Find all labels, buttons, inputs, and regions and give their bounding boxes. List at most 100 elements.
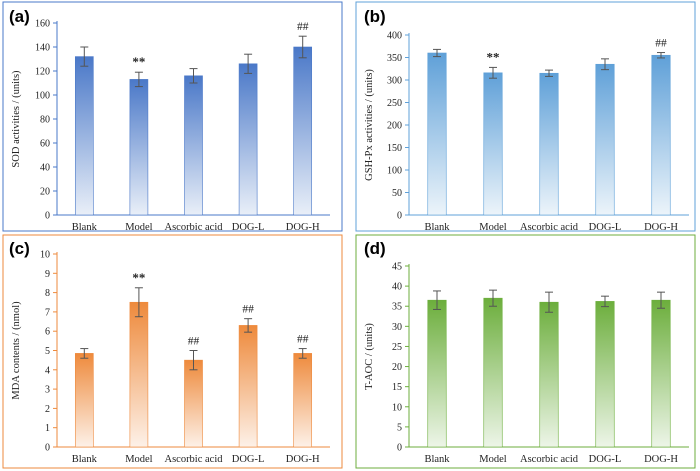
y-tick-label: 6 bbox=[45, 327, 50, 338]
y-tick-label: 100 bbox=[387, 166, 402, 177]
y-tick-label: 30 bbox=[392, 322, 402, 333]
y-tick-label: 0 bbox=[45, 443, 50, 454]
significance-label: ## bbox=[655, 38, 667, 50]
significance-label: ## bbox=[297, 334, 309, 346]
bar-5 bbox=[651, 299, 671, 448]
bar-3 bbox=[539, 301, 559, 448]
bar-4 bbox=[595, 63, 615, 216]
significance-label: ## bbox=[242, 304, 254, 316]
chart-panel-2: (b) 0 50 100 150 200 250 300 350 400 GSH-Px activi… bbox=[355, 1, 696, 233]
chart-panel-1: (a) 0 20 40 60 80 100 120 140 160 SOD activities /… bbox=[2, 1, 343, 233]
x-tick-label: Ascorbic acid bbox=[164, 454, 223, 465]
x-tick-label: DOG-L bbox=[589, 222, 622, 233]
x-tick-label: DOG-L bbox=[232, 222, 265, 233]
bar-1 bbox=[74, 353, 94, 448]
y-tick-label: 10 bbox=[40, 250, 50, 261]
x-tick-label: Model bbox=[125, 454, 152, 465]
y-tick-label: 8 bbox=[45, 288, 50, 299]
y-tick-label: 9 bbox=[45, 269, 50, 280]
bar-1 bbox=[427, 299, 447, 448]
y-axis-label: T-AOC / (units) bbox=[364, 323, 375, 390]
y-tick-label: 0 bbox=[397, 211, 402, 222]
y-tick-label: 35 bbox=[392, 302, 402, 313]
significance-label: ** bbox=[132, 54, 145, 69]
x-tick-label: Blank bbox=[424, 454, 450, 465]
bar-4 bbox=[595, 301, 615, 448]
bar-5 bbox=[651, 54, 671, 216]
y-tick-label: 300 bbox=[387, 76, 402, 87]
x-tick-label: Blank bbox=[72, 454, 98, 465]
bar-3 bbox=[184, 359, 203, 448]
panel-frame bbox=[355, 1, 696, 232]
bar-2 bbox=[129, 79, 149, 216]
significance-label: ## bbox=[188, 336, 200, 348]
y-tick-label: 0 bbox=[397, 443, 402, 454]
y-tick-label: 5 bbox=[397, 422, 402, 433]
y-tick-label: 200 bbox=[387, 121, 402, 132]
panel-label: (c) bbox=[9, 239, 30, 258]
bar-2 bbox=[483, 297, 503, 448]
x-tick-label: DOG-L bbox=[589, 454, 622, 465]
panel-frame bbox=[2, 234, 343, 469]
y-tick-label: 3 bbox=[45, 385, 50, 396]
chart-panel-3: (c) 0 1 2 3 4 5 6 7 8 9 10 MDA contents / (nmol) Blan… bbox=[2, 234, 343, 469]
bar-4 bbox=[238, 63, 258, 216]
y-tick-label: 350 bbox=[387, 53, 402, 64]
y-tick-label: 160 bbox=[35, 19, 50, 30]
y-tick-label: 7 bbox=[45, 307, 50, 318]
panel-label: (d) bbox=[364, 239, 386, 258]
x-tick-label: Model bbox=[479, 454, 506, 465]
panel-frame bbox=[2, 1, 343, 232]
bar-5 bbox=[293, 46, 313, 216]
x-tick-label: DOG-L bbox=[232, 454, 265, 465]
y-tick-label: 400 bbox=[387, 31, 402, 42]
y-tick-label: 15 bbox=[392, 382, 402, 393]
bar-1 bbox=[427, 52, 447, 216]
y-axis-label: GSH-Px activities / (units) bbox=[364, 69, 375, 181]
x-tick-label: Blank bbox=[424, 222, 450, 233]
y-tick-label: 150 bbox=[387, 143, 402, 154]
x-tick-label: DOG-H bbox=[644, 454, 678, 465]
panel-label: (a) bbox=[9, 7, 30, 26]
significance-label: ## bbox=[297, 21, 309, 33]
significance-label: ** bbox=[487, 49, 500, 64]
y-tick-label: 0 bbox=[45, 211, 50, 222]
y-tick-label: 120 bbox=[35, 67, 50, 78]
y-tick-label: 5 bbox=[45, 346, 50, 357]
y-tick-label: 45 bbox=[392, 262, 402, 273]
x-tick-label: Ascorbic acid bbox=[520, 222, 579, 233]
x-tick-label: Blank bbox=[72, 222, 98, 233]
bar-4 bbox=[238, 325, 258, 448]
y-tick-label: 250 bbox=[387, 98, 402, 109]
y-tick-label: 50 bbox=[392, 188, 402, 199]
bar-3 bbox=[539, 72, 559, 216]
panel-label: (b) bbox=[364, 7, 386, 26]
y-tick-label: 4 bbox=[45, 365, 50, 376]
y-tick-label: 20 bbox=[40, 187, 50, 198]
chart-panel-4: (d) 0 5 10 15 20 25 30 35 40 45 T-AOC / (units) Blan… bbox=[355, 234, 696, 469]
bar-5 bbox=[293, 353, 313, 448]
y-tick-label: 80 bbox=[40, 115, 50, 126]
panel-frame bbox=[355, 234, 696, 469]
bar-1 bbox=[74, 56, 94, 216]
x-tick-label: DOG-H bbox=[286, 454, 320, 465]
y-axis-label: SOD activities / (units) bbox=[11, 70, 22, 168]
x-tick-label: DOG-H bbox=[286, 222, 320, 233]
bar-3 bbox=[184, 75, 203, 216]
bar-2 bbox=[483, 72, 503, 216]
y-tick-label: 40 bbox=[392, 282, 402, 293]
significance-label: ** bbox=[132, 270, 145, 285]
y-tick-label: 20 bbox=[392, 362, 402, 373]
y-tick-label: 60 bbox=[40, 139, 50, 150]
y-tick-label: 25 bbox=[392, 342, 402, 353]
bar-2 bbox=[129, 301, 149, 448]
y-tick-label: 1 bbox=[45, 423, 50, 434]
y-tick-label: 2 bbox=[45, 404, 50, 415]
y-tick-label: 140 bbox=[35, 43, 50, 54]
x-tick-label: Model bbox=[125, 222, 152, 233]
x-tick-label: Ascorbic acid bbox=[164, 222, 223, 233]
y-tick-label: 100 bbox=[35, 91, 50, 102]
y-tick-label: 40 bbox=[40, 163, 50, 174]
y-axis-label: MDA contents / (nmol) bbox=[11, 301, 22, 400]
